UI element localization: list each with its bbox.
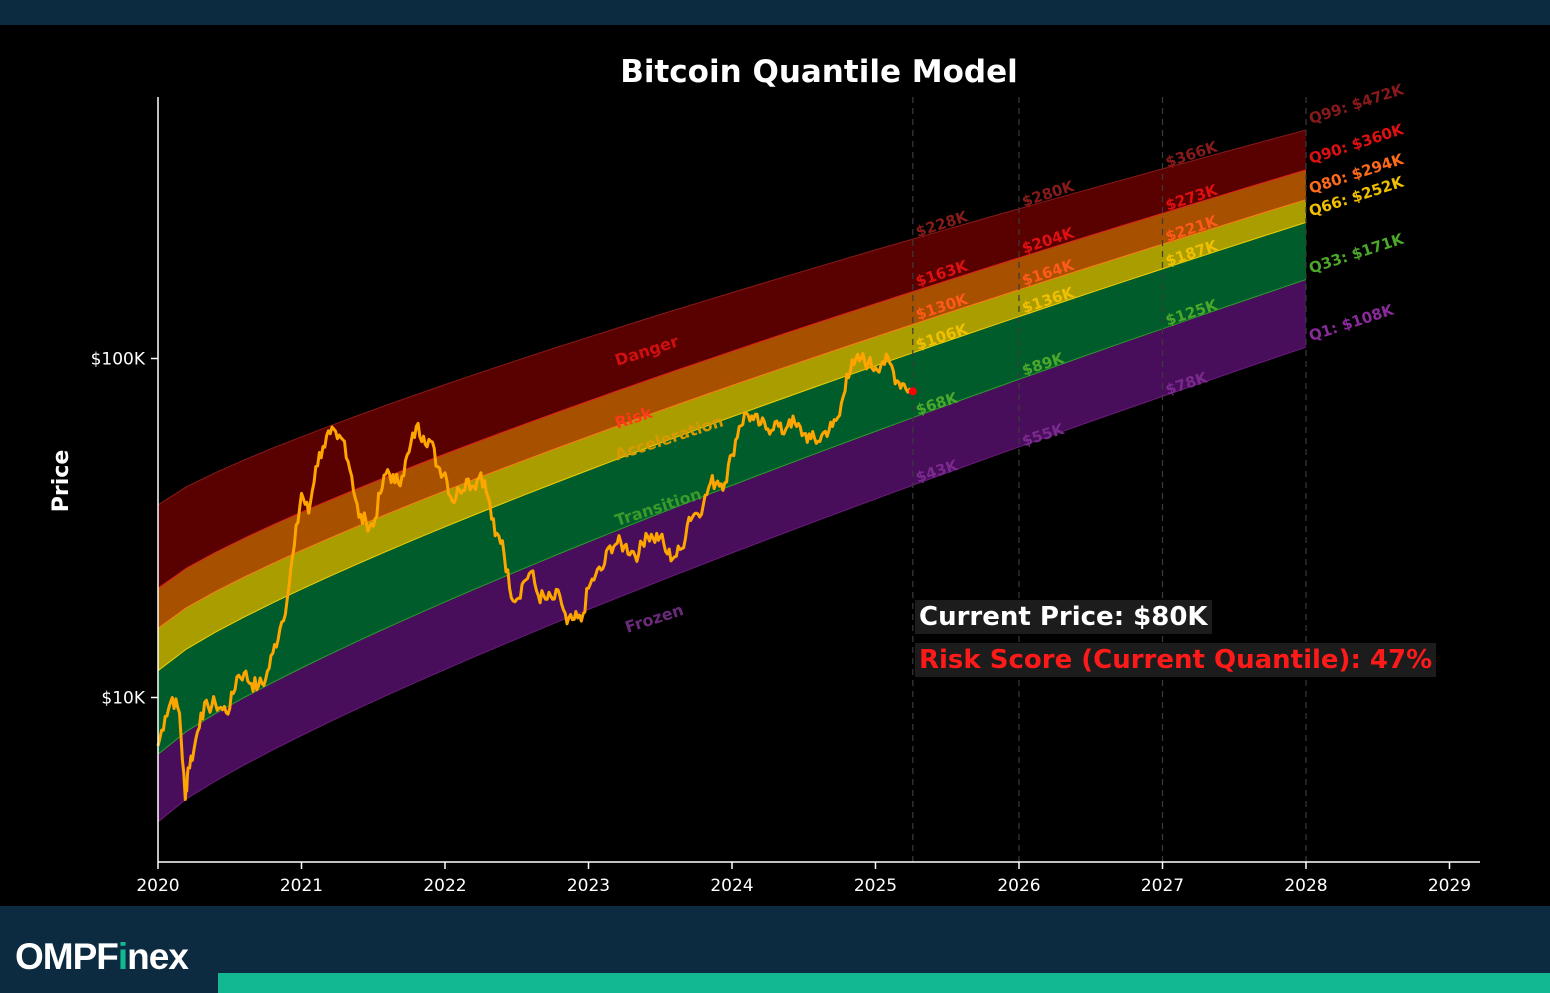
brand-logo: OMPFinex: [15, 935, 189, 979]
x-tick-label-2021: 2021: [280, 876, 323, 896]
quantile-end-label-q33: Q33: $171K: [1307, 229, 1407, 277]
x-tick-label-2029: 2029: [1428, 876, 1471, 896]
quantile-end-label-q99: Q99: $472K: [1307, 80, 1407, 128]
quantile-end-label-q1: Q1: $108K: [1307, 300, 1397, 345]
current-price-label: Current Price: $80K: [915, 600, 1212, 634]
x-tick-label-2025: 2025: [854, 876, 897, 896]
band-q1-q33: [158, 279, 1306, 822]
x-tick-label-2023: 2023: [567, 876, 610, 896]
chart-title: Bitcoin Quantile Model: [620, 54, 1018, 90]
x-tick-label-2024: 2024: [710, 876, 753, 896]
brand-prefix: OMPF: [15, 936, 119, 977]
quantile-bands: [157, 129, 1307, 823]
x-tick-label-2026: 2026: [997, 876, 1040, 896]
top-bar: [0, 0, 1550, 25]
footer-accent-bar: [218, 973, 1550, 993]
brand-highlight: i: [117, 936, 128, 977]
y-tick-label-$100K: $100K: [91, 350, 146, 370]
axes: 2020 2021 2022 2023 2024 2025 2026 2027 2028 2029…: [49, 97, 1480, 896]
current-price-marker: [908, 387, 917, 396]
y-tick-label-$10K: $10K: [101, 689, 145, 709]
quantile-line-q66: [157, 221, 1307, 672]
x-tick-label-2020: 2020: [136, 876, 179, 896]
brand-suffix: nex: [127, 936, 189, 977]
zone-label-frozen: Frozen: [623, 600, 686, 637]
risk-score-label: Risk Score (Current Quantile): 47%: [915, 643, 1437, 677]
x-tick-label-2022: 2022: [423, 876, 466, 896]
x-ticks: 2020 2021 2022 2023 2024 2025 2026 2027 2028 2029: [136, 862, 1471, 896]
x-tick-label-2027: 2027: [1141, 876, 1184, 896]
quantile-chart: Bitcoin Quantile Model DangerRiskAcceler…: [49, 54, 1480, 896]
quantile-line-q80: [157, 199, 1307, 629]
x-tick-label-2028: 2028: [1284, 876, 1327, 896]
y-axis-label: Price: [49, 450, 74, 512]
price-series: [156, 352, 917, 801]
btc-price-line: [156, 352, 913, 801]
quantile-line-q1: [157, 346, 1307, 823]
quantile-line-q33: [157, 279, 1307, 755]
band-q66-q80: [158, 199, 1306, 671]
y-ticks: $10K $100K: [91, 350, 158, 709]
quantile-line-q90: [157, 169, 1307, 589]
quantile-line-q99: [157, 129, 1307, 506]
